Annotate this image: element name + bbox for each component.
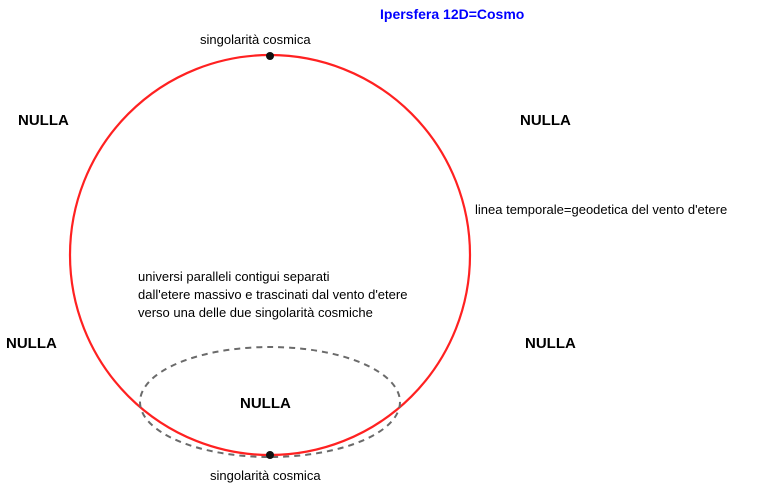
nulla-center: NULLA	[240, 395, 291, 414]
diagram-stage: Ipersfera 12D=Cosmo singolarità cosmica …	[0, 0, 768, 501]
linea-temporale-label: linea temporale=geodetica del vento d'et…	[475, 202, 727, 218]
diagram-svg	[0, 0, 768, 501]
nulla-bottom-left: NULLA	[6, 335, 57, 354]
nulla-top-left: NULLA	[18, 112, 69, 131]
nulla-bottom-right: NULLA	[525, 335, 576, 354]
singularity-top-dot	[266, 52, 274, 60]
paragraph-line-2: dall'etere massivo e trascinati dal vent…	[138, 286, 407, 304]
nulla-top-right: NULLA	[520, 112, 571, 131]
title-text: Ipersfera 12D=Cosmo	[380, 6, 524, 24]
paragraph-line-1: universi paralleli contigui separati	[138, 268, 407, 286]
singularity-bottom-label: singolarità cosmica	[210, 468, 321, 484]
paragraph-text: universi paralleli contigui separati dal…	[138, 268, 407, 322]
singularity-top-label: singolarità cosmica	[200, 32, 311, 48]
paragraph-line-3: verso una delle due singolarità cosmiche	[138, 304, 407, 322]
singularity-bottom-dot	[266, 451, 274, 459]
